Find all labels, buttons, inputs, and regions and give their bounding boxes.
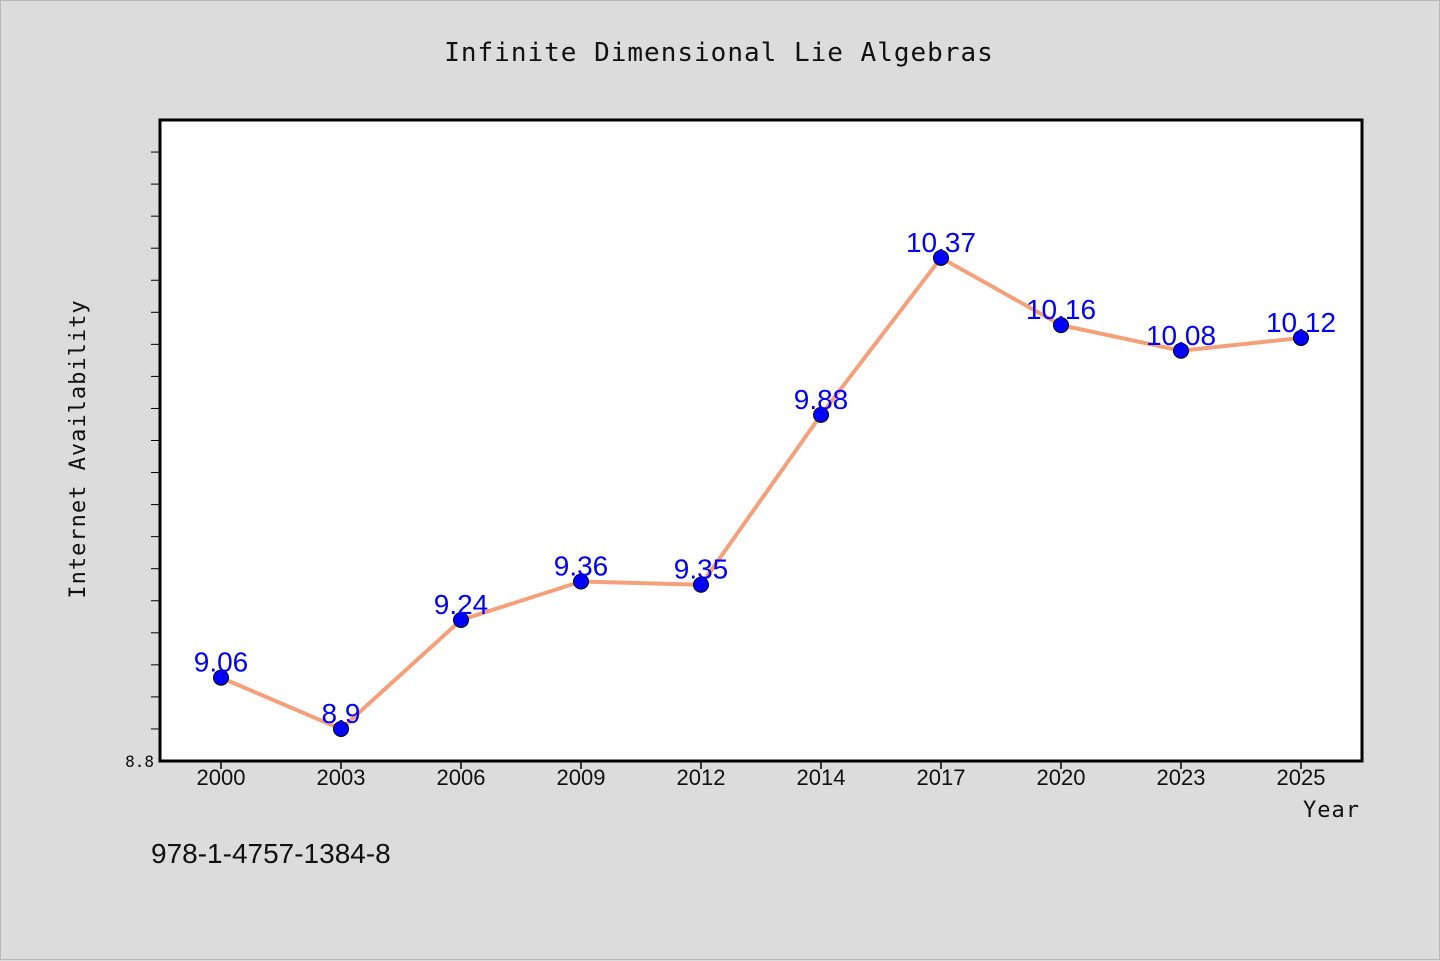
x-tick-label: 2017: [917, 765, 966, 790]
data-label: 10.16: [1026, 294, 1096, 325]
y-tick-label: 8.8: [125, 752, 154, 771]
x-tick-label: 2009: [557, 765, 606, 790]
plot-area: [158, 118, 1364, 763]
data-label: 9.36: [554, 551, 609, 582]
isbn-footer: 978-1-4757-1384-8: [151, 838, 391, 869]
data-label: 9.35: [674, 554, 729, 585]
data-point: [573, 573, 589, 590]
data-labels: 9.06 8.9 9.24 9.36 9.35 9.88 10.37 10.16 10.08 10…: [194, 227, 1336, 729]
series-line: [220, 255, 1302, 731]
x-tick-label: 2003: [317, 765, 366, 790]
data-markers: [213, 249, 1309, 737]
data-label: 9.24: [434, 589, 489, 620]
x-tick-label: 2014: [797, 765, 846, 790]
chart-title: Infinite Dimensional Lie Algebras: [444, 38, 994, 68]
data-label: 10.12: [1266, 307, 1336, 338]
data-point: [693, 576, 709, 593]
data-point: [333, 720, 349, 737]
data-label: 10.08: [1146, 320, 1216, 351]
x-axis-label: Year: [1303, 798, 1360, 823]
data-label: 10.37: [906, 227, 976, 258]
x-tick-label: 2020: [1037, 765, 1086, 790]
x-tick-label: 2000: [197, 765, 246, 790]
data-point: [1293, 329, 1309, 346]
x-tick-label: 2025: [1277, 765, 1326, 790]
x-tick-label: 2023: [1157, 765, 1206, 790]
x-axis-ticks: 2000 2003 2006 2009 2012 2014 2017 2020 2023 2025: [197, 761, 1326, 790]
data-label: 9.88: [794, 384, 849, 415]
data-point: [933, 249, 949, 266]
y-axis-label: Internet Availability: [66, 299, 91, 598]
data-point: [813, 406, 829, 423]
data-label: 8.9: [322, 698, 361, 729]
data-point: [1173, 342, 1189, 359]
data-point: [453, 611, 469, 628]
x-tick-label: 2012: [677, 765, 726, 790]
x-tick-label: 2006: [437, 765, 486, 790]
data-point: [213, 669, 229, 686]
y-axis-ticks: 8.8: [125, 151, 160, 771]
data-point: [1053, 317, 1069, 334]
data-label: 9.06: [194, 647, 249, 678]
